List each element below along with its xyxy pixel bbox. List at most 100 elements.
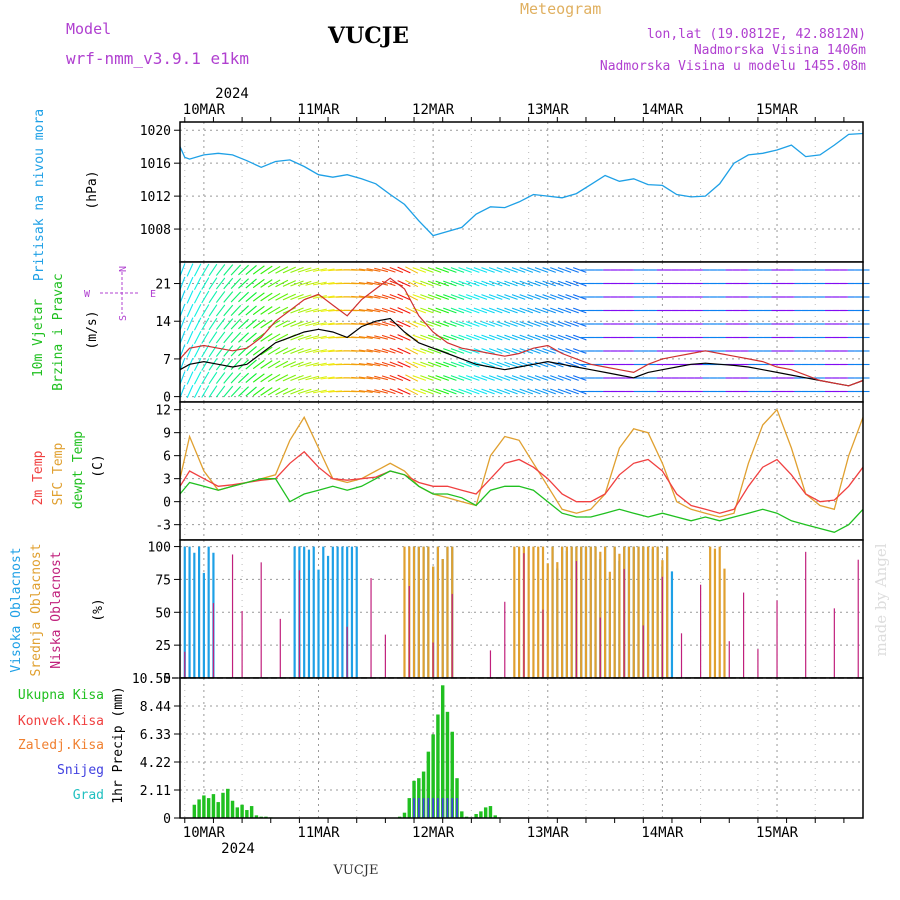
wind-arrow [389,334,404,341]
wind-arrow [275,293,289,301]
dewpt-line [179,470,864,533]
pressure-panel: 1008 1012 1016 1020 [140,121,864,263]
wind-arrow [389,375,404,381]
wind-arrow [443,321,457,327]
wind-arrow [565,388,579,395]
footer-station: VUCJE [333,863,379,878]
wind-arrow [443,361,457,368]
wind-arrow [252,386,265,397]
wind-arrow [496,321,511,327]
wind-arrow [252,319,265,329]
wind-arrow [458,348,472,354]
wind-arrow [458,307,472,314]
snow-bar [451,798,454,818]
wind-arrow [443,334,457,341]
wind-arrow [290,334,304,341]
wind-arrow [230,318,242,330]
wind-arrow [267,387,281,396]
wind-arrow [550,267,564,273]
top-date-label: 11MAR [297,102,340,118]
wind-arrow [223,345,234,357]
wind-arrow [223,264,234,276]
wind-arrow [466,361,480,368]
y-tick-label: 6 [163,450,171,465]
wind-arrow [267,265,281,275]
wind-arrow [405,306,419,315]
wind-arrow [527,280,541,287]
wind-axis-unit: (m/s) [85,310,100,349]
wind-arrow [201,263,210,277]
wind-arrow [550,307,564,314]
station-title: VUCJE [327,23,409,49]
wind-arrow [223,358,234,371]
wind-arrow [193,263,202,277]
wind-arrow [573,280,587,287]
wind-arrow [381,375,396,381]
wind-arrow [312,295,327,299]
wind-arrow [466,321,480,327]
wind-arrow [193,317,202,331]
wind-arrow [496,267,511,273]
wind-arrow [488,267,503,273]
wind-arrow [550,334,564,341]
wind-arrow [511,388,526,395]
wind-arrow [351,349,366,353]
wind-arrow [450,307,465,314]
y-tick-label: 12 [155,404,171,419]
wind-arrow [275,279,289,288]
wind-arrow [260,292,273,302]
wind-arrow [542,267,556,273]
wind-arrow [252,373,265,383]
wind-arrow [527,267,541,273]
wind-arrow [511,294,526,300]
conv-precip-legend: Konvek.Kisa [18,714,104,729]
wind-arrow [466,334,480,341]
wind-arrow [267,319,281,329]
wind-arrow [450,280,465,287]
wind-arrow [565,361,579,368]
y-tick-label: 100 [148,541,171,556]
pressure-line [179,132,864,237]
sfctemp-axis-title: SFC Temp [51,443,66,506]
wind-arrow [275,374,289,382]
wind-arrow [245,346,257,356]
wind-arrow [458,334,472,341]
wind-arrow [245,319,257,329]
precip-bar [450,731,454,818]
wind-arrow [534,388,549,395]
wind-arrow [208,371,218,385]
wind-arrow [488,334,503,341]
wind-arrow [358,363,373,366]
wind-arrow [297,375,312,381]
wind-arrow [305,389,320,394]
wind-arrow [573,321,587,327]
precip-bar [460,811,464,818]
y-tick-label: 3 [163,473,171,488]
wind-arrow [381,361,396,368]
snow-bar [417,798,420,818]
precip-bar [221,792,225,818]
wind-arrow [542,280,556,287]
wind-arrow [427,294,442,300]
wind-arrow [389,388,404,395]
precip-bar [431,734,435,818]
wind-arrow [320,322,335,326]
wind-arrow [557,267,572,273]
wind-arrow [473,321,488,327]
temperature-panel: -3 0 3 6 9 12 [155,401,864,541]
y-tick-label: 9 [163,427,171,442]
wind-arrow [573,334,587,341]
wind-arrow [458,267,472,273]
wind-arrow [320,308,335,313]
watermark: made by Angel [872,543,890,656]
wind-arrow [466,307,480,314]
panel-background [180,678,863,818]
wind-arrow [351,282,366,285]
wind-arrow [238,318,249,330]
wind-arrow [260,265,273,275]
wind-arrow [420,267,434,273]
wind-arrow [557,388,572,395]
wind-arrow [542,334,556,341]
wind-arrow [381,294,396,300]
temp-axis-unit: (C) [91,454,106,477]
